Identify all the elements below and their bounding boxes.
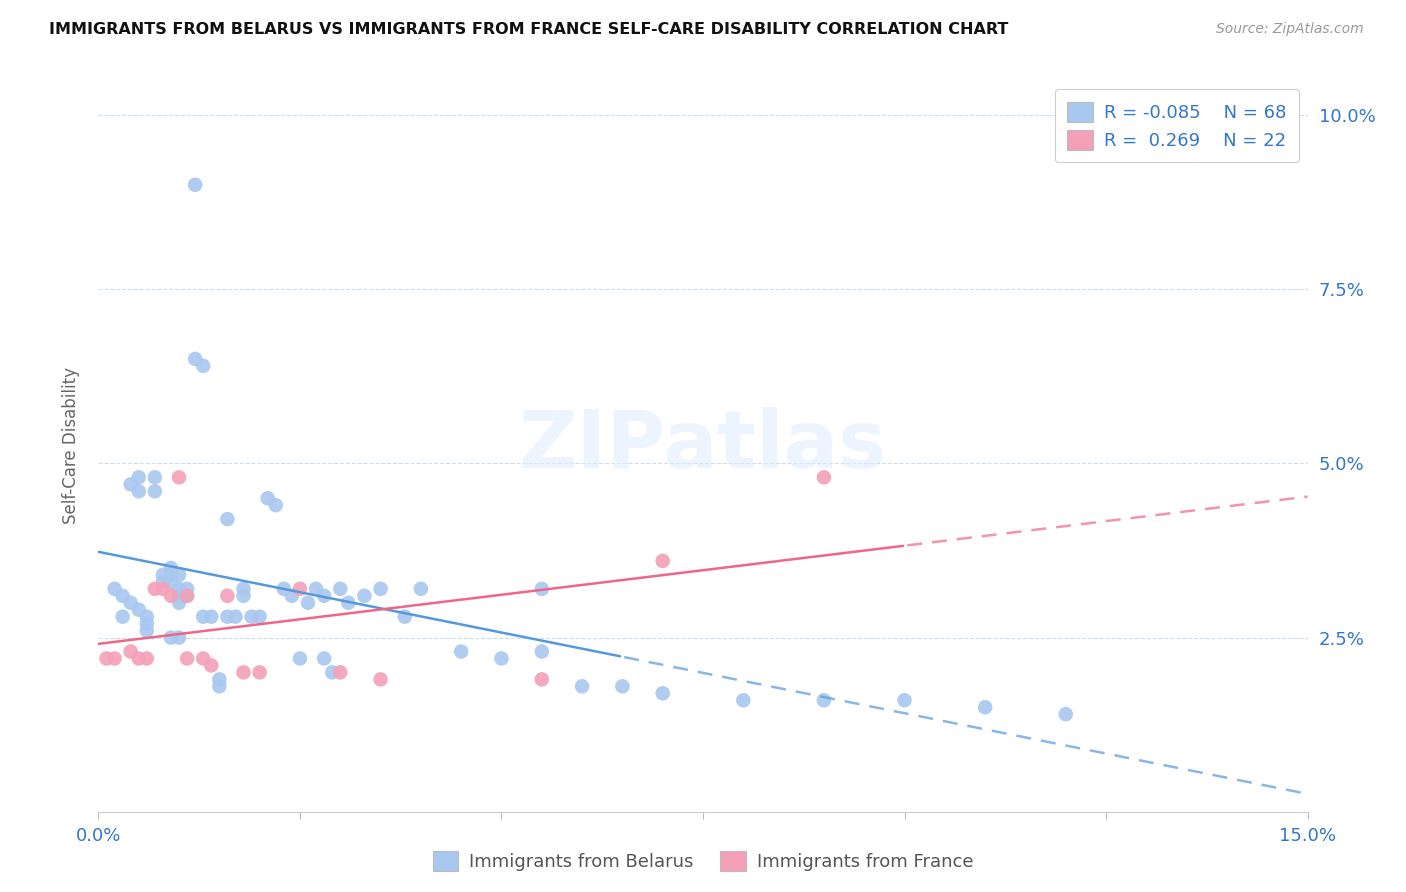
Point [305,582,328,596]
Point [893,693,915,707]
Point [120,477,142,491]
Point [232,589,254,603]
Point [224,609,246,624]
Point [184,178,207,192]
Point [530,644,553,658]
Point [813,470,835,484]
Point [135,651,157,665]
Point [167,596,190,610]
Point [128,603,150,617]
Point [111,589,134,603]
Point [143,470,166,484]
Point [491,651,513,665]
Point [135,609,157,624]
Text: ZIPatlas: ZIPatlas [519,407,887,485]
Point [120,644,142,658]
Point [152,582,174,596]
Point [135,616,157,631]
Point [370,673,392,687]
Point [217,609,239,624]
Point [111,609,134,624]
Point [167,589,190,603]
Point [167,567,190,582]
Point [288,582,311,596]
Point [193,359,215,373]
Point [370,582,392,596]
Point [321,665,343,680]
Point [143,582,166,596]
Point [208,679,231,693]
Point [329,582,352,596]
Point [160,631,183,645]
Point [193,651,215,665]
Point [176,589,198,603]
Point [450,644,472,658]
Point [160,567,183,582]
Legend: R = -0.085    N = 68, R =  0.269    N = 22: R = -0.085 N = 68, R = 0.269 N = 22 [1054,89,1299,162]
Point [167,631,190,645]
Point [184,351,207,366]
Point [128,651,150,665]
Point [160,574,183,589]
Point [167,582,190,596]
Point [273,582,295,596]
Point [217,512,239,526]
Point [288,651,311,665]
Y-axis label: Self-Care Disability: Self-Care Disability [62,368,80,524]
Point [1054,707,1077,722]
Point [240,609,263,624]
Point [314,589,336,603]
Point [217,589,239,603]
Point [394,609,416,624]
Point [297,596,319,610]
Point [353,589,375,603]
Point [200,658,222,673]
Point [152,567,174,582]
Point [103,582,125,596]
Point [176,651,198,665]
Point [208,673,231,687]
Point [200,609,222,624]
Point [120,596,142,610]
Point [571,679,593,693]
Point [128,470,150,484]
Point [143,484,166,499]
Point [135,624,157,638]
Point [232,665,254,680]
Point [176,582,198,596]
Point [530,582,553,596]
Point [103,651,125,665]
Point [249,609,271,624]
Point [337,596,360,610]
Point [974,700,997,714]
Point [530,673,553,687]
Point [264,498,287,512]
Point [193,609,215,624]
Text: Source: ZipAtlas.com: Source: ZipAtlas.com [1216,22,1364,37]
Text: IMMIGRANTS FROM BELARUS VS IMMIGRANTS FROM FRANCE SELF-CARE DISABILITY CORRELATI: IMMIGRANTS FROM BELARUS VS IMMIGRANTS FR… [49,22,1008,37]
Point [256,491,278,506]
Point [249,665,271,680]
Point [152,574,174,589]
Point [281,589,304,603]
Point [314,651,336,665]
Point [612,679,634,693]
Point [160,561,183,575]
Legend: Immigrants from Belarus, Immigrants from France: Immigrants from Belarus, Immigrants from… [426,844,980,879]
Point [167,470,190,484]
Point [733,693,755,707]
Point [409,582,432,596]
Point [651,554,673,568]
Point [176,589,198,603]
Point [651,686,673,700]
Point [813,693,835,707]
Point [96,651,118,665]
Point [160,589,183,603]
Point [128,484,150,499]
Point [232,582,254,596]
Point [329,665,352,680]
